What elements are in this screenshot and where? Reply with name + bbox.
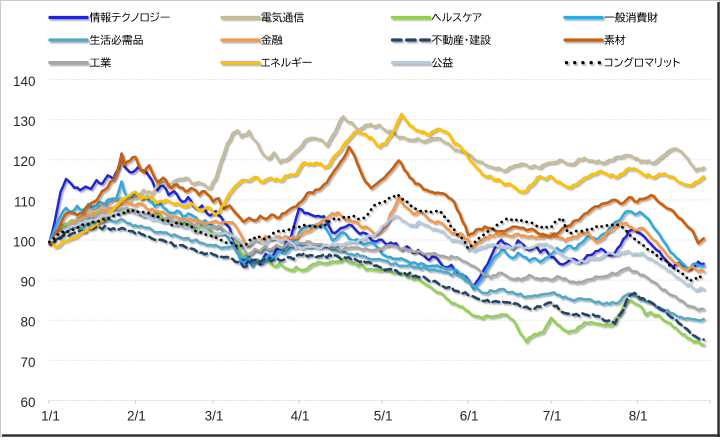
svg-text:4/1: 4/1 (291, 408, 310, 423)
svg-text:5/1: 5/1 (374, 408, 393, 423)
svg-text:1/1: 1/1 (41, 408, 60, 423)
svg-text:2/1: 2/1 (127, 408, 146, 423)
svg-text:130: 130 (13, 114, 36, 129)
svg-text:120: 120 (13, 154, 36, 169)
svg-text:60: 60 (20, 395, 35, 410)
svg-text:3/1: 3/1 (205, 408, 224, 423)
svg-text:6/1: 6/1 (460, 408, 479, 423)
svg-text:140: 140 (13, 74, 36, 89)
svg-text:7/1: 7/1 (543, 408, 562, 423)
svg-text:90: 90 (20, 275, 35, 290)
svg-text:80: 80 (20, 315, 35, 330)
svg-text:70: 70 (20, 355, 35, 370)
svg-text:110: 110 (14, 194, 36, 209)
svg-text:8/1: 8/1 (629, 408, 648, 423)
svg-text:100: 100 (13, 234, 36, 249)
